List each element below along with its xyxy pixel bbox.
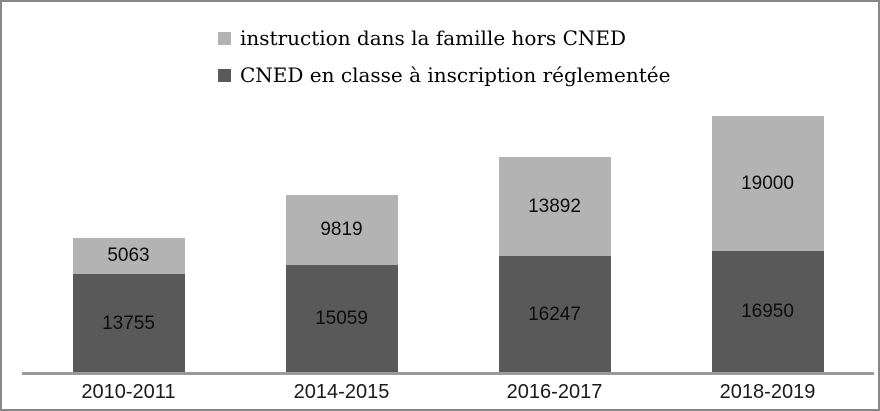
bar-segment: 19000 (711, 115, 824, 252)
data-label: 13755 (102, 312, 155, 334)
x-axis-labels: 2010-2011 2014-2015 2016-2017 2018-2019 (22, 382, 874, 402)
x-axis-label: 2016-2017 (506, 381, 603, 403)
x-axis-label: 2018-2019 (719, 381, 816, 403)
bar-segment: 13892 (498, 157, 611, 257)
legend-swatch-light-icon (218, 31, 231, 45)
bar-segment: 16247 (498, 256, 611, 372)
data-label: 9819 (320, 219, 363, 241)
x-axis-label: 2010-2011 (81, 381, 176, 403)
bar-segment: 13755 (72, 274, 185, 372)
data-label: 5063 (107, 245, 150, 267)
x-axis-label: 2014-2015 (293, 381, 390, 403)
bar-slot: 9819 15059 (235, 87, 448, 372)
data-label: 13892 (528, 196, 581, 218)
data-label: 16950 (741, 301, 794, 323)
data-label: 19000 (741, 173, 794, 194)
legend-item-famille: instruction dans la famille hors CNED (218, 26, 670, 50)
legend: instruction dans la famille hors CNED CN… (218, 26, 670, 87)
legend-item-cned: CNED en classe à inscription réglementée (218, 63, 670, 87)
x-axis-line (22, 372, 874, 375)
legend-swatch-dark-icon (218, 68, 231, 82)
bar-segment: 16950 (711, 251, 824, 372)
legend-label: instruction dans la famille hors CNED (240, 26, 627, 50)
bar-slot: 19000 16950 (661, 87, 874, 372)
bar-slot: 5063 13755 (22, 87, 235, 372)
stacked-bar-2018-2019: 19000 16950 (711, 115, 824, 372)
stacked-bar-2016-2017: 13892 16247 (498, 157, 611, 372)
data-label: 16247 (528, 303, 581, 325)
data-label: 15059 (315, 307, 368, 329)
legend-label: CNED en classe à inscription réglementée (240, 63, 671, 87)
bar-segment: 9819 (285, 194, 398, 265)
stacked-bar-2014-2015: 9819 15059 (285, 194, 398, 372)
bar-slot: 13892 16247 (448, 87, 661, 372)
stacked-bar-2010-2011: 5063 13755 (72, 237, 185, 372)
bar-segment: 15059 (285, 264, 398, 372)
plot-area: 5063 13755 9819 15059 13892 16247 19000 16950 (22, 87, 874, 372)
bar-segment: 5063 (72, 237, 185, 274)
